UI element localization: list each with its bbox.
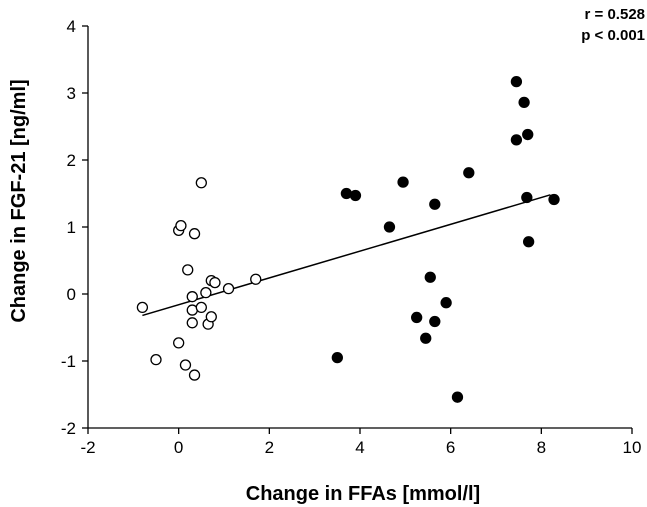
p-value: p < 0.001 (581, 27, 645, 44)
open-data-point (200, 287, 212, 299)
x-ticks: -2 0 2 4 6 8 10 (80, 428, 641, 457)
filled-data-point (429, 198, 441, 210)
filled-data-point (522, 236, 535, 248)
open-data-point (188, 228, 201, 240)
open-data-point (209, 276, 221, 289)
filled-data-point (340, 187, 353, 200)
filled-data-point (548, 193, 560, 206)
open-data-point (182, 264, 194, 276)
x-tick-label: 4 (355, 438, 364, 457)
x-tick-label: 2 (265, 438, 274, 457)
y-tick-label: 1 (67, 218, 76, 237)
x-tick-label: 6 (446, 438, 455, 457)
open-data-point (188, 369, 201, 381)
data-points (136, 75, 560, 403)
filled-data-point (331, 351, 343, 364)
open-data-point (222, 282, 235, 295)
y-tick-label: 4 (67, 17, 76, 36)
filled-data-point (510, 134, 523, 146)
y-tick-label: -2 (61, 419, 76, 438)
y-axis-title: Change in FGF-21 [ng/ml] (8, 79, 30, 322)
y-tick-label: -1 (61, 352, 76, 371)
filled-data-point (522, 128, 534, 141)
y-tick-label: 3 (67, 84, 76, 103)
open-data-point (186, 291, 198, 303)
y-tick-label: 2 (67, 151, 76, 170)
open-data-point (205, 311, 217, 323)
filled-data-point (397, 176, 409, 188)
open-data-point (136, 301, 149, 314)
filled-data-point (349, 189, 362, 202)
x-tick-label: 10 (623, 438, 642, 457)
filled-data-point (521, 191, 533, 204)
correlation-r: r = 0.528 (585, 6, 645, 23)
y-ticks: -2 -1 0 1 2 3 4 (61, 17, 88, 438)
filled-data-point (383, 221, 396, 233)
filled-data-point (424, 271, 436, 283)
filled-data-point (463, 167, 475, 179)
y-tick-label: 0 (67, 285, 76, 304)
x-tick-label: -2 (80, 438, 95, 457)
filled-data-point (451, 391, 464, 403)
filled-data-point (420, 332, 432, 344)
open-data-point (173, 337, 185, 349)
filled-data-point (411, 311, 423, 324)
open-data-point (195, 177, 207, 189)
filled-data-point (429, 315, 441, 328)
x-tick-label: 0 (174, 438, 183, 457)
filled-data-point (510, 75, 523, 88)
open-data-point (150, 354, 162, 366)
open-data-point (250, 273, 262, 285)
filled-data-point (518, 96, 530, 109)
x-axis-title: Change in FFAs [mmol/l] (246, 483, 480, 505)
axes: -2 0 2 4 6 8 10 -2 -1 0 1 2 3 4 (61, 17, 642, 457)
open-data-point (186, 317, 198, 329)
open-data-point (175, 220, 187, 232)
x-tick-label: 8 (537, 438, 546, 457)
open-data-point (179, 359, 192, 371)
filled-data-point (440, 297, 452, 309)
open-data-point (195, 301, 207, 314)
